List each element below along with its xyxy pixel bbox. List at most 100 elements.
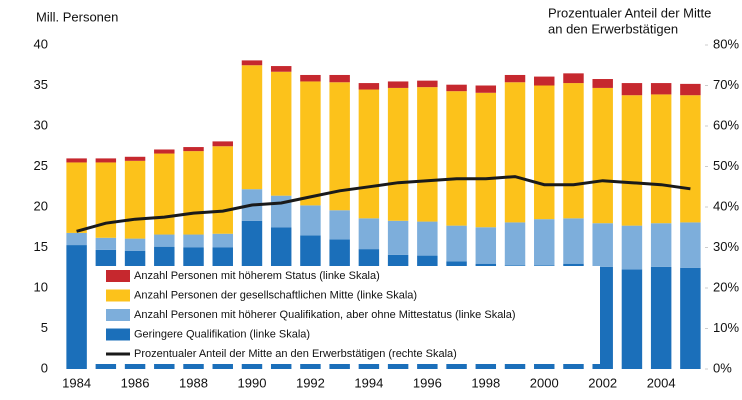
legend-swatch (106, 270, 130, 282)
y-tick-label: 0 (41, 360, 48, 375)
y-tick-label: 10 (34, 279, 48, 294)
bar-segment (183, 234, 204, 248)
bar-segment (387, 220, 409, 255)
y2-axis-label: Prozentualer Anteil der Mitte (548, 5, 711, 20)
bar-segment (241, 65, 263, 190)
legend-swatch (106, 328, 130, 341)
y-tick-label: 5 (41, 320, 48, 335)
bar-segment (329, 74, 350, 83)
bar-segment (358, 89, 380, 219)
bar-segment (592, 223, 613, 267)
legend-swatch (106, 289, 130, 302)
bar-segment (680, 95, 701, 223)
legend-label: Anzahl Personen mit höherem Status (link… (134, 270, 380, 282)
x-tick-label: 1988 (179, 375, 208, 390)
bar-segment (66, 158, 87, 163)
bar-segment (124, 160, 146, 239)
y-tick-label: 35 (34, 77, 48, 92)
bar-segment (650, 266, 672, 369)
x-tick-label: 2002 (588, 375, 617, 390)
bar-segment (329, 210, 350, 240)
bar-segment (446, 91, 467, 226)
legend-label: Geringere Qualifikation (linke Skala) (134, 328, 310, 340)
bar-segment (592, 87, 613, 224)
legend-box (95, 266, 600, 364)
legend: Anzahl Personen mit höherem Status (link… (95, 266, 600, 364)
legend-label: Prozentualer Anteil der Mitte an den Erw… (134, 348, 457, 360)
bar-segment (504, 222, 526, 266)
bar-segment (212, 141, 233, 147)
x-tick-label: 1996 (413, 375, 442, 390)
x-tick-label: 1986 (121, 375, 150, 390)
bar-segment (300, 205, 321, 236)
bar-segment (124, 238, 146, 251)
bar-segment (183, 147, 204, 152)
bar-segment (95, 237, 117, 250)
y2-tick-label: 80% (713, 36, 739, 51)
bar-segment (680, 222, 701, 268)
legend-swatch (106, 309, 130, 321)
bar-segment (563, 83, 584, 219)
x-tick-label: 1992 (296, 375, 325, 390)
bar-segment (534, 219, 555, 266)
y-tick-label: 20 (34, 198, 48, 213)
bar-segment (621, 95, 643, 226)
bar-segment (183, 151, 204, 235)
x-tick-label: 1994 (354, 375, 383, 390)
y2-axis-label: an den Erwerbstätigen (548, 21, 678, 36)
y2-tick-label: 70% (713, 77, 739, 92)
bar-segment (66, 245, 87, 369)
bar-segment (417, 221, 438, 256)
bar-segment (621, 83, 643, 96)
y-axis-label: Mill. Personen (36, 9, 118, 24)
bar-segment (621, 225, 643, 270)
bar-segment (387, 87, 409, 221)
bar-segment (534, 85, 555, 220)
y2-tick-label: 30% (713, 239, 739, 254)
bar-segment (534, 76, 555, 86)
y-tick-label: 40 (34, 36, 48, 51)
y2-tick-label: 20% (713, 279, 739, 294)
bar-segment (95, 158, 117, 163)
bar-segment (504, 74, 526, 83)
x-tick-label: 1984 (62, 375, 91, 390)
bar-segment (300, 81, 321, 206)
bar-segment (475, 227, 497, 264)
bar-segment (66, 162, 87, 233)
bar-segment (650, 223, 672, 267)
bar-segment (387, 81, 409, 88)
bar-segment (563, 73, 584, 84)
y-tick-label: 25 (34, 158, 48, 173)
y2-tick-label: 0% (713, 360, 732, 375)
bar-segment (446, 225, 467, 262)
y-tick-label: 15 (34, 239, 48, 254)
y-tick-label: 30 (34, 117, 48, 132)
legend-label: Anzahl Personen der gesellschaftlichen M… (134, 289, 417, 301)
bar-segment (95, 162, 117, 238)
bar-segment (212, 146, 233, 234)
bar-segment (475, 85, 497, 93)
bar-segment (358, 83, 380, 90)
line-series (76, 175, 691, 233)
bar-segment (621, 269, 643, 369)
bar-segment (446, 84, 467, 92)
bar-segment (300, 74, 321, 82)
x-tick-label: 1990 (238, 375, 267, 390)
bar-segment (504, 82, 526, 223)
legend-label: Anzahl Personen mit höherer Qualifikatio… (134, 309, 516, 321)
y2-tick-label: 10% (713, 320, 739, 335)
bar-segment (650, 83, 672, 95)
y2-tick-label: 60% (713, 117, 739, 132)
y2-tick-label: 50% (713, 158, 739, 173)
x-tick-label: 1998 (471, 375, 500, 390)
bar-segment (680, 267, 701, 369)
bar-segment (592, 79, 613, 88)
bar-segment (417, 87, 438, 222)
bar-segment (154, 149, 175, 154)
bar-segment (680, 83, 701, 96)
x-tick-label: 2000 (530, 375, 559, 390)
bar-segment (154, 153, 175, 235)
bar-segment (212, 233, 233, 248)
bar-segment (475, 92, 497, 228)
